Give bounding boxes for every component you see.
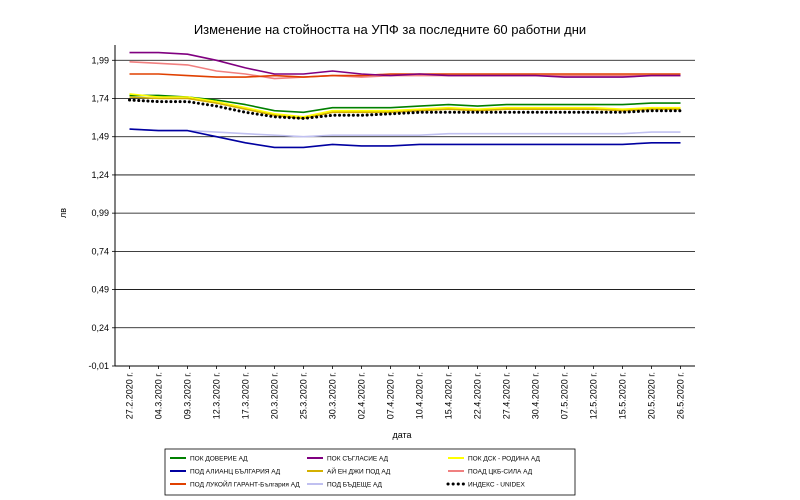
y-tick-label: 0,24	[91, 323, 109, 333]
legend-entry-label: ПОК СЪГЛАСИЕ АД	[327, 456, 389, 463]
y-tick-label: 1,24	[91, 170, 109, 180]
x-tick-label: 04.3.2020 г.	[154, 372, 164, 419]
x-tick-label: 17.3.2020 г.	[241, 372, 251, 419]
y-tick-label: 1,49	[91, 132, 109, 142]
x-tick-label: 22.4.2020 г.	[473, 372, 483, 419]
plot-frame	[114, 45, 695, 367]
series-lines	[128, 51, 682, 149]
x-tick-label: 25.3.2020 г.	[299, 372, 309, 419]
y-tick-label: 1,99	[91, 55, 109, 65]
x-tick-label: 27.4.2020 г.	[502, 372, 512, 419]
legend-entry-label: ПОК ДСК - РОДИНА АД	[468, 456, 541, 463]
y-tick-label: -0,01	[88, 361, 109, 371]
y-tick-label: 1,74	[91, 94, 109, 104]
x-tick-label: 10.4.2020 г.	[415, 372, 425, 419]
legend-entry-label: ПОК ДОВЕРИЕ АД	[190, 456, 248, 463]
chart-title: Изменение на стойността на УПФ за послед…	[193, 22, 587, 37]
x-tick-label: 30.4.2020 г.	[531, 372, 541, 419]
y-tick-label: 0,74	[91, 246, 109, 256]
x-tick-label: 02.4.2020 г.	[357, 372, 367, 419]
x-tick-label: 12.3.2020 г.	[212, 372, 222, 419]
y-axis-ticks: -0,01 0,24 0,49 0,74 0,99 1,24 1,49 1,74 1,99	[88, 55, 115, 371]
y-tick-label: 0,49	[91, 285, 109, 295]
y-axis-label: лв	[58, 208, 68, 218]
legend-entry-label: ПОД АЛИАНЦ БЪЛГАРИЯ АД	[190, 469, 281, 476]
x-tick-label: 15.5.2020 г.	[618, 372, 628, 419]
legend-entry-label: ПОАД ЦКБ-СИЛА АД	[468, 469, 533, 476]
x-axis-ticks: 27.2.2020 г. 04.3.2020 г. 09.3.2020 г. 12.3…	[125, 366, 686, 419]
x-tick-label: 09.3.2020 г.	[183, 372, 193, 419]
series-line-unidex	[128, 98, 682, 120]
legend: ПОК ДОВЕРИЕ АД ПОК СЪГЛАСИЕ АД ПОК ДСК - Р…	[164, 448, 576, 496]
legend-entry-label: АЙ ЕН ДЖИ ПОД АД	[327, 467, 391, 476]
y-tick-label: 0,99	[91, 208, 109, 218]
x-tick-label: 15.4.2020 г.	[444, 372, 454, 419]
x-tick-label: 12.5.2020 г.	[589, 372, 599, 419]
series-line	[129, 94, 681, 114]
series-line	[129, 128, 681, 149]
series-line	[129, 96, 681, 120]
x-tick-label: 27.2.2020 г.	[125, 372, 135, 419]
legend-entry-label: ПОД БЪДЕЩЕ АД	[327, 482, 383, 489]
series-line	[129, 93, 681, 118]
x-tick-label: 26.5.2020 г.	[676, 372, 686, 419]
x-tick-label: 30.3.2020 г.	[328, 372, 338, 419]
series-line	[129, 128, 681, 138]
x-tick-label: 07.5.2020 г.	[560, 372, 570, 419]
legend-entry-label: ПОД ЛУКОЙЛ ГАРАНТ-България АД	[190, 480, 300, 489]
x-tick-label: 07.4.2020 г.	[386, 372, 396, 419]
legend-box	[164, 448, 576, 496]
x-tick-label: 20.5.2020 г.	[647, 372, 657, 419]
x-axis-label: дата	[392, 430, 411, 440]
x-tick-label: 20.3.2020 г.	[270, 372, 280, 419]
series-line	[129, 51, 681, 78]
legend-entry-label: ИНДЕКС - UNIDEX	[468, 482, 526, 489]
